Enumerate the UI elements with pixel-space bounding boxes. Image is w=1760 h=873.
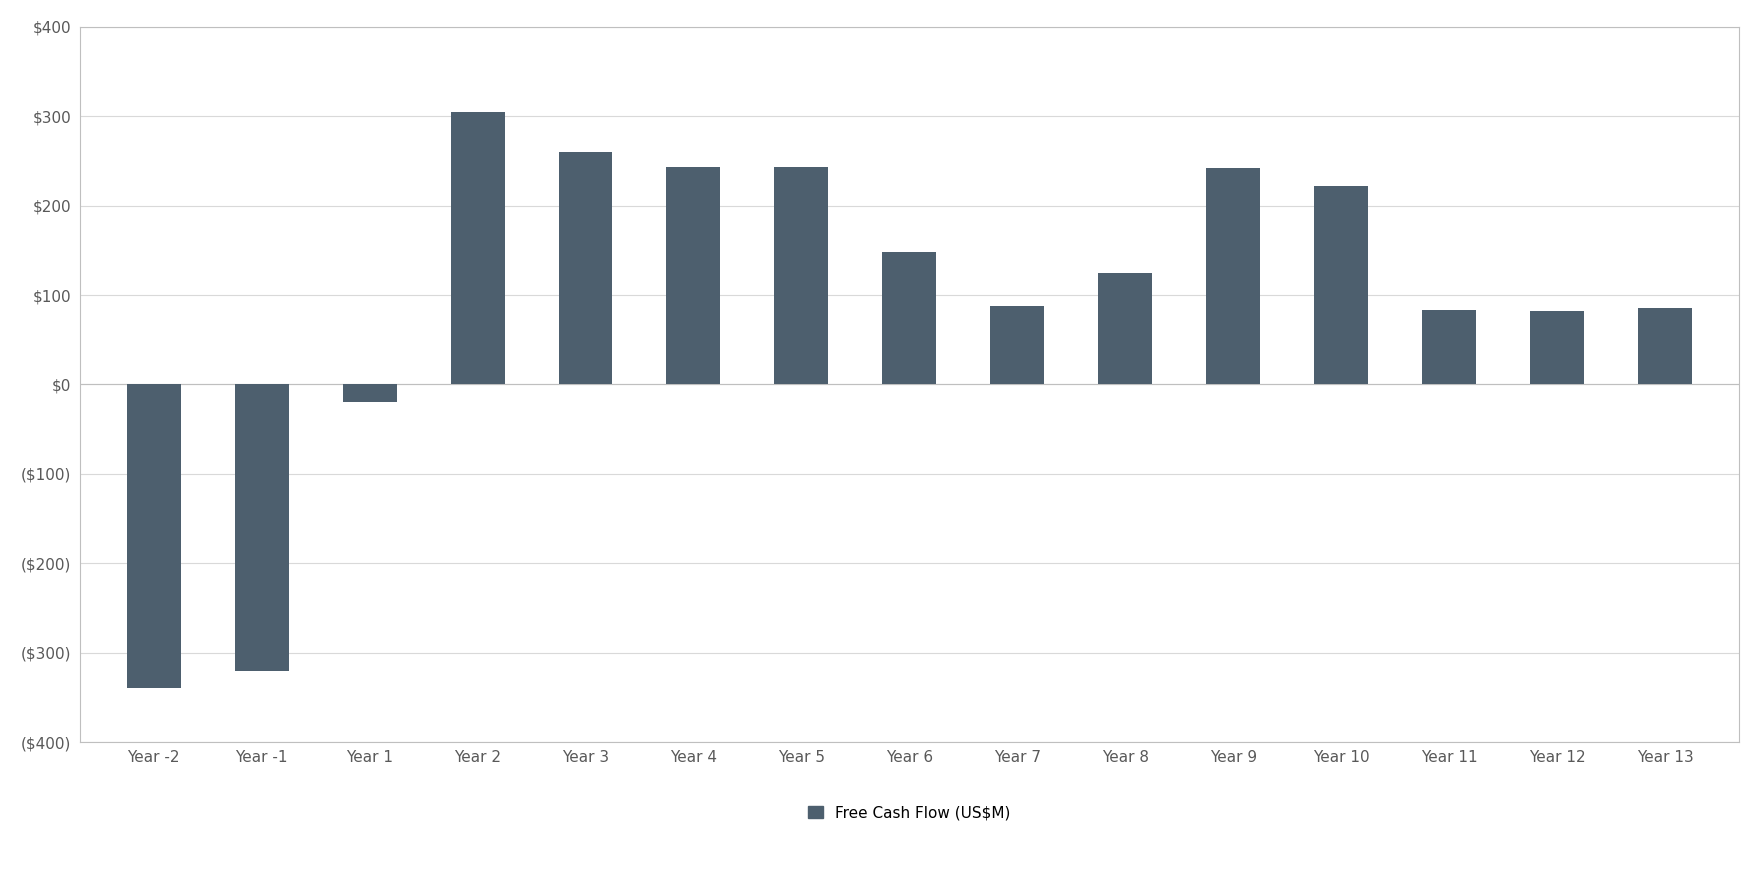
Bar: [882, 252, 936, 384]
Bar: [774, 168, 829, 384]
Bar: [1098, 272, 1153, 384]
Bar: [1529, 311, 1584, 384]
Bar: [991, 306, 1044, 384]
Bar: [1206, 168, 1260, 384]
Bar: [1422, 310, 1477, 384]
Legend: Free Cash Flow (US$M): Free Cash Flow (US$M): [808, 805, 1010, 821]
Bar: [451, 112, 505, 384]
Bar: [558, 152, 612, 384]
Bar: [1639, 308, 1691, 384]
Bar: [1315, 186, 1368, 384]
Bar: [343, 384, 396, 402]
Bar: [127, 384, 181, 689]
Bar: [234, 384, 289, 670]
Bar: [667, 168, 720, 384]
